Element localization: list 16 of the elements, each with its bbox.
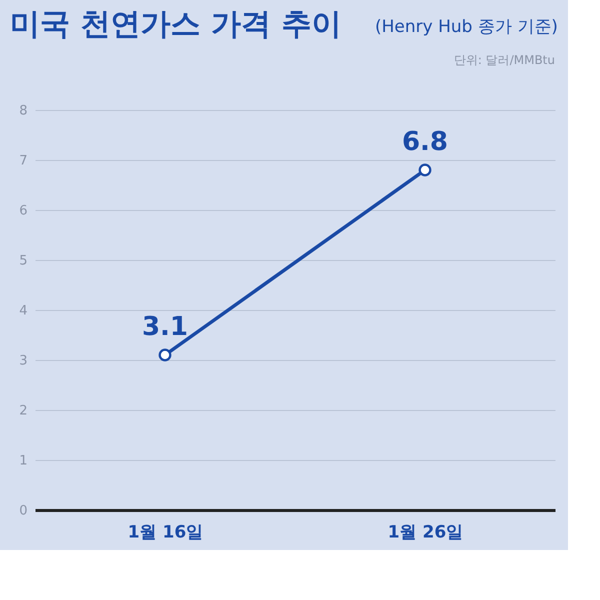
y-tick-label: 7 — [19, 154, 28, 168]
y-tick-label: 0 — [19, 504, 28, 518]
text: 단위: 달러/MMBtu — [454, 53, 555, 67]
x-tick-label: 1월 16일 — [128, 522, 204, 542]
data-label: 3.1 — [142, 312, 188, 342]
y-tick-label: 8 — [19, 104, 28, 118]
y-tick-label: 3 — [19, 354, 28, 368]
chart-title: 미국 천연가스 가격 추이 — [10, 7, 342, 42]
y-tick-label: 2 — [19, 404, 28, 418]
data-label: 6.8 — [402, 127, 448, 157]
chart-subtitle: (Henry Hub 종가 기준) — [375, 17, 558, 37]
y-tick-label: 6 — [19, 204, 28, 218]
x-tick-label: 1월 26일 — [388, 522, 464, 542]
y-tick-label: 1 — [19, 454, 28, 468]
y-tick-label: 4 — [19, 304, 28, 318]
y-tick-label: 5 — [19, 254, 28, 268]
